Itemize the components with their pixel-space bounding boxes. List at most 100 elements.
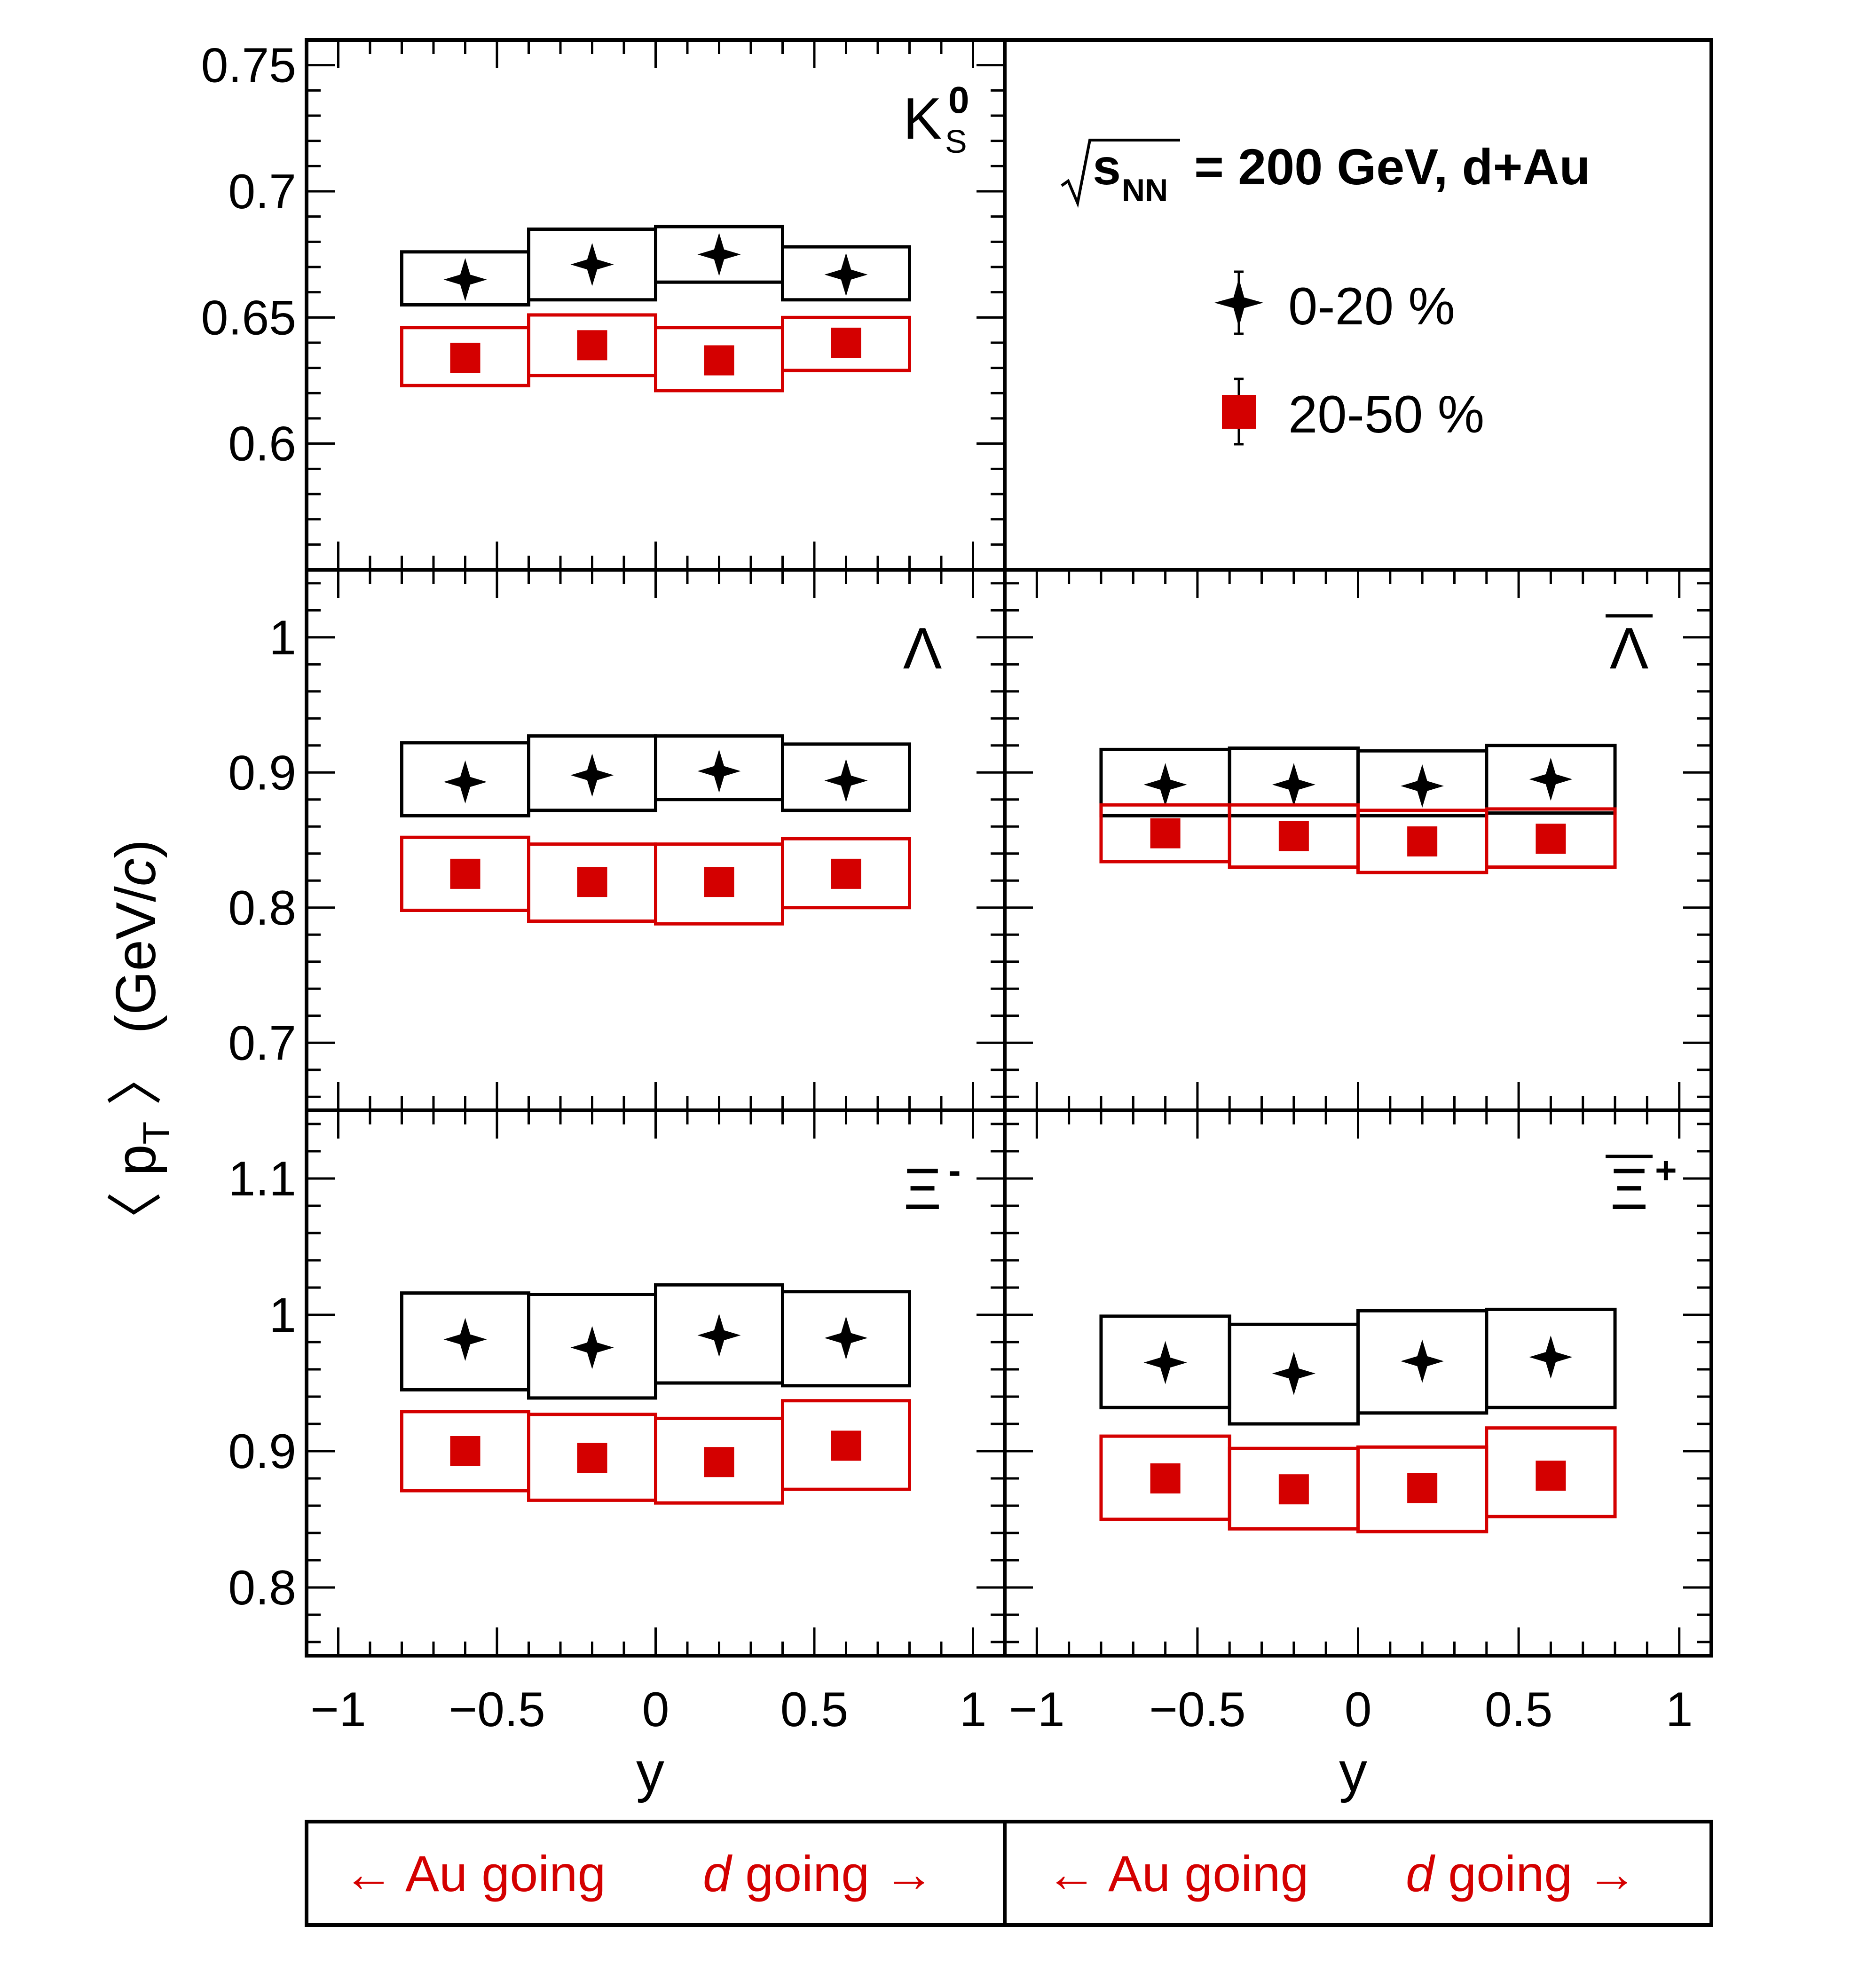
data-point-square bbox=[831, 1430, 861, 1461]
data-point-star bbox=[443, 258, 487, 301]
x-axis-title-left: y bbox=[636, 1740, 664, 1803]
direction-d-going-left: d going → bbox=[703, 1845, 934, 1902]
x-tick-label: 0.5 bbox=[1485, 1682, 1553, 1737]
y-axis-title-unit-c: c bbox=[104, 858, 167, 886]
data-point-star bbox=[824, 759, 868, 802]
data-point-star bbox=[570, 1326, 614, 1369]
energy-rest: = 200 GeV, d+Au bbox=[1194, 138, 1590, 195]
y-tick-label: 0.7 bbox=[228, 165, 296, 219]
data-point-square bbox=[1407, 826, 1438, 856]
direction-au-going-left: ← Au going bbox=[343, 1845, 606, 1902]
energy-label: s NN = 200 GeV, d+Au bbox=[1061, 138, 1590, 208]
syst-box-20-50 bbox=[781, 837, 911, 910]
legend: 0-20 % 20-50 % bbox=[1214, 270, 1484, 446]
direction-d-going-right: d going → bbox=[1406, 1845, 1637, 1902]
legend-label-0-20: 0-20 % bbox=[1288, 277, 1455, 336]
sqrt-radical-icon bbox=[1061, 139, 1180, 208]
x-tick-label: −1 bbox=[1009, 1682, 1065, 1737]
panel-particle-label: Ξ bbox=[1610, 1157, 1648, 1222]
data-point-square bbox=[1536, 1461, 1566, 1491]
panel-particle-label: K bbox=[903, 86, 942, 151]
legend-star-marker-icon bbox=[1214, 278, 1263, 327]
data-point-star bbox=[824, 253, 868, 297]
syst-box-20-50 bbox=[781, 315, 911, 372]
y-axis-title-open: 〈 p bbox=[104, 1144, 167, 1248]
data-point-star bbox=[1529, 1335, 1573, 1379]
data-point-square bbox=[1278, 1474, 1309, 1505]
data-point-square bbox=[831, 328, 861, 358]
x-tick-label: 1 bbox=[1666, 1682, 1693, 1737]
x-tick-label: 0 bbox=[1345, 1682, 1372, 1737]
data-point-star bbox=[1143, 1341, 1187, 1384]
data-point-star bbox=[697, 233, 741, 276]
y-tick-label: 0.9 bbox=[228, 1424, 296, 1479]
x-tick-label: −0.5 bbox=[449, 1682, 545, 1737]
y-tick-label: 0.9 bbox=[228, 746, 296, 800]
data-point-square bbox=[577, 330, 607, 361]
data-point-star bbox=[1272, 763, 1315, 807]
energy-nn-subscript: NN bbox=[1122, 173, 1168, 208]
data-point-square bbox=[1536, 824, 1566, 854]
syst-box-20-50 bbox=[1485, 1426, 1617, 1518]
y-tick-label: 0.8 bbox=[228, 1561, 296, 1615]
legend-entry-0-20: 0-20 % bbox=[1214, 270, 1455, 336]
x-tick-label: 1 bbox=[960, 1682, 987, 1737]
data-point-square bbox=[1150, 818, 1181, 849]
legend-square-marker-icon bbox=[1222, 395, 1256, 429]
y-tick-label: 1 bbox=[269, 1288, 296, 1343]
syst-box-0-20 bbox=[781, 245, 911, 302]
panel-2: Λ bbox=[1003, 568, 1713, 1112]
data-point-star bbox=[1143, 763, 1187, 807]
x-tick-label: −0.5 bbox=[1149, 1682, 1245, 1737]
panel-particle-label: Ξ bbox=[904, 1157, 942, 1222]
y-axis-title-sub: T bbox=[135, 1122, 177, 1145]
data-point-star bbox=[697, 1313, 741, 1357]
legend-label-20-50: 20-50 % bbox=[1288, 385, 1484, 444]
y-tick-label: 0.65 bbox=[201, 291, 296, 345]
particle-superscript: - bbox=[948, 1149, 961, 1191]
data-point-square bbox=[1150, 1463, 1181, 1493]
data-point-square bbox=[704, 867, 734, 897]
syst-box-20-50 bbox=[1485, 807, 1617, 869]
data-point-square bbox=[1407, 1473, 1438, 1503]
data-point-star bbox=[824, 1316, 868, 1360]
syst-box-0-20 bbox=[1485, 1307, 1617, 1409]
data-point-star bbox=[1401, 1339, 1444, 1383]
data-point-star bbox=[443, 1318, 487, 1361]
syst-box-0-20 bbox=[781, 1290, 911, 1388]
data-point-square bbox=[577, 1443, 607, 1473]
y-axis-title-end: ) bbox=[104, 839, 167, 858]
panel-4: −1 −0.5 0 0.5 1 Ξ + bbox=[1003, 1108, 1713, 1737]
data-point-square bbox=[1278, 821, 1309, 851]
y-tick-label: 0.7 bbox=[228, 1016, 296, 1070]
particle-superscript: 0 bbox=[948, 79, 969, 121]
data-point-star bbox=[1272, 1352, 1315, 1395]
y-tick-label: 1 bbox=[269, 611, 296, 665]
data-point-square bbox=[577, 867, 607, 897]
direction-box-frame bbox=[305, 1820, 1713, 1927]
x-tick-label: −1 bbox=[310, 1682, 366, 1737]
panel-3: 0.8 0.9 1 1.1 −1 −0.5 0 0.5 1 Ξ - bbox=[228, 1108, 1007, 1737]
y-tick-label: 1.1 bbox=[228, 1152, 296, 1206]
panel-particle-label: Λ bbox=[903, 616, 942, 681]
syst-box-0-20 bbox=[1485, 744, 1617, 815]
data-point-star bbox=[1401, 764, 1444, 808]
panels-layer: 0.60.650.70.75K 0S0.70.80.91 Λ Λ0.80.911.1−… bbox=[201, 38, 1713, 1737]
y-tick-label: 0.75 bbox=[201, 39, 296, 93]
y-axis-title: 〈 pT 〉 (GeV/c) bbox=[104, 839, 177, 1248]
x-axis-title-right: y bbox=[1339, 1740, 1367, 1803]
data-point-star bbox=[570, 243, 614, 286]
direction-au-going-right: ← Au going bbox=[1046, 1845, 1308, 1902]
legend-entry-20-50: 20-50 % bbox=[1222, 377, 1484, 446]
data-point-star bbox=[443, 760, 487, 804]
y-tick-label: 0.8 bbox=[228, 881, 296, 935]
syst-box-20-50 bbox=[781, 1399, 911, 1491]
data-point-square bbox=[450, 1436, 480, 1466]
data-point-square bbox=[704, 345, 734, 376]
x-tick-label: 0.5 bbox=[780, 1682, 849, 1737]
data-point-square bbox=[704, 1447, 734, 1477]
panel-particle-label: Λ bbox=[1610, 616, 1649, 681]
x-tick-label: 0 bbox=[642, 1682, 670, 1737]
data-point-square bbox=[450, 343, 480, 373]
